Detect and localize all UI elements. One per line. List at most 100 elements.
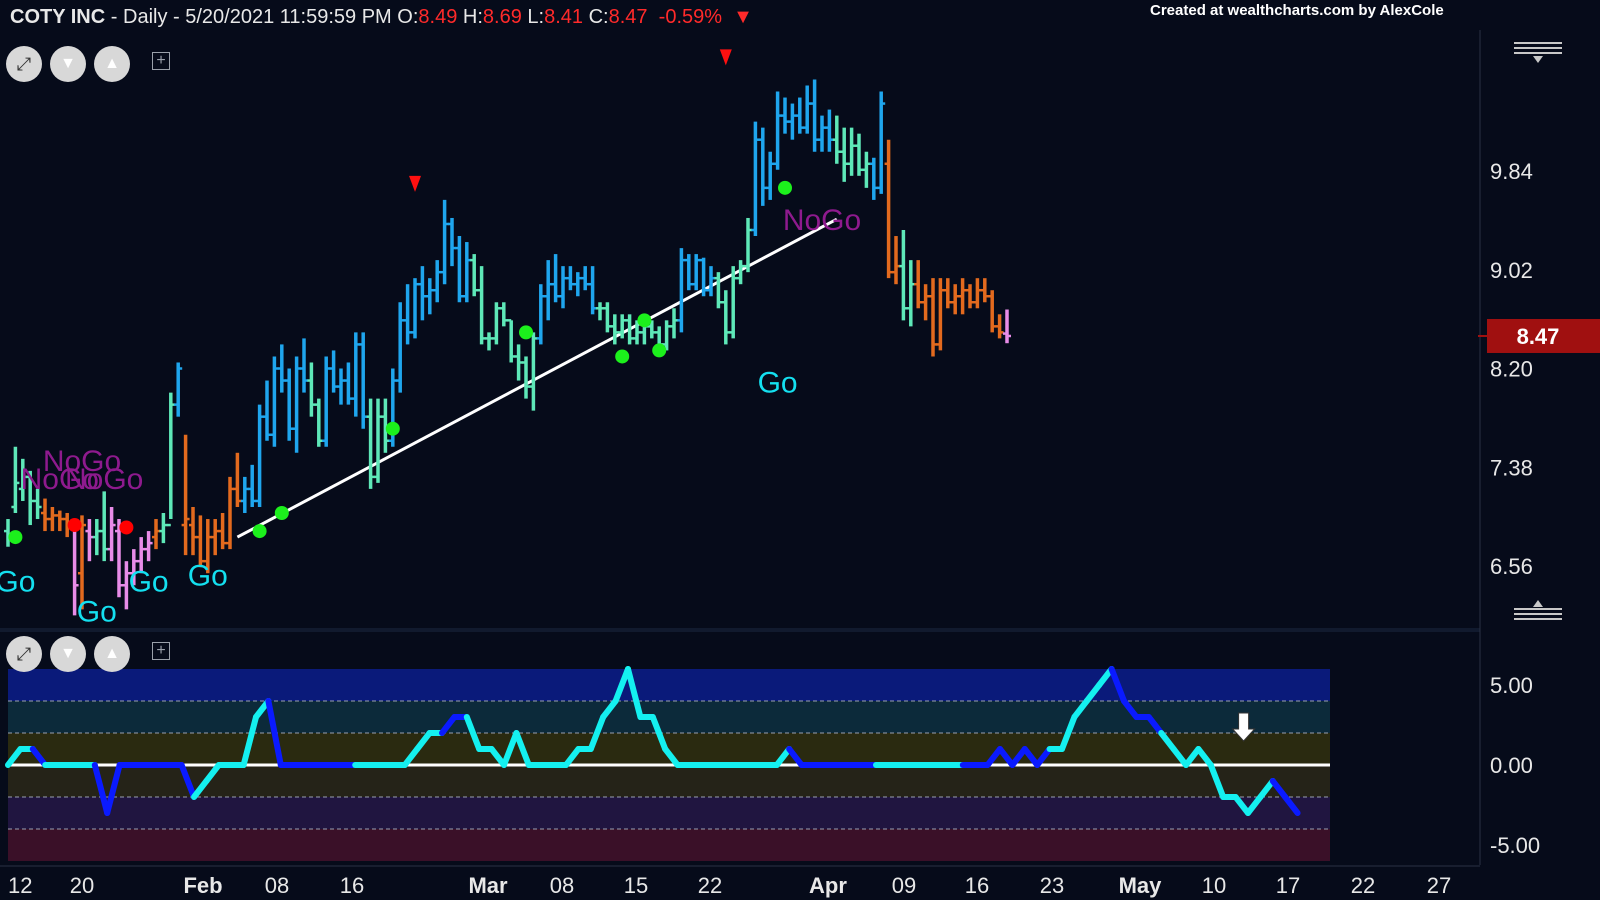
ohlc-bar [425,278,434,315]
symbol-name: COTY INC [10,6,106,28]
ohlc-bar [559,266,567,309]
nogo-label: NoGo [43,445,121,478]
oscillator-segment [1282,794,1301,816]
oscillator-segment [600,698,619,720]
nogo-dot [67,518,82,533]
oscillator-segment [401,746,421,768]
ohlc-bar [100,491,109,562]
ohlc-bar [781,97,789,134]
oscillator-band [8,797,1330,829]
add-indicator-button-lower[interactable]: + [152,642,170,660]
collapse-up-button-lower[interactable]: ▲ [94,636,130,672]
nogo-label: NoGo [21,463,99,496]
ohlc-bar [684,254,693,291]
ohlc-bar [581,266,590,291]
ohlc-bar [240,476,249,514]
ohlc-bar [462,242,471,303]
ohlc-bar [359,332,368,429]
oscillator-segment [265,698,284,768]
ohlc-bar [233,452,242,507]
x-day-label: 15 [624,873,648,898]
ohlc-bar [396,302,405,393]
ohlc-bar [610,314,619,345]
oscillator-segment [104,762,123,816]
ohlc-bar [906,260,915,327]
ohlc-bar [862,151,871,188]
oscillator-segment [1207,762,1227,800]
ohlc-bar [122,561,131,610]
ohlc-bar [144,531,153,562]
ohlc-bar [292,356,301,453]
ohlc-bar [448,217,456,267]
down-triangle-icon: ▼ [733,6,753,28]
ohlc-bar [1003,309,1011,344]
credit-text: Created at wealthcharts.com by AlexCole [1150,2,1444,19]
collapse-down-button-lower[interactable]: ▼ [50,636,86,672]
oscillator-segment [29,746,49,768]
ohlc-bar [573,272,582,297]
menu-lines-icon [1514,52,1562,54]
ohlc-bar [943,278,952,309]
ohlc-bar [374,398,382,483]
chart-header: COTY INC - Daily - 5/20/2021 11:59:59 PM… [10,6,753,29]
ohlc-bar [551,254,560,303]
oscillator-segment [786,746,805,768]
x-day-label: 10 [1202,873,1226,898]
ohlc-bar [988,290,997,333]
x-day-label: 16 [965,873,989,898]
nogo-dot [119,520,134,535]
ohlc-bar [314,398,323,447]
ohlc-bar [337,368,345,405]
chevron-up-icon: ▲ [104,55,120,72]
ohlc-bar [381,398,390,453]
high-value: 8.69 [482,6,522,28]
collapse-down-button[interactable]: ▼ [50,46,86,82]
x-month-label: Mar [468,873,508,898]
ohlc-bar [892,236,900,285]
go-dot [8,530,23,545]
ohlc-bar [403,284,412,345]
x-day-label: 08 [550,873,574,898]
go-label: Go [77,595,117,628]
ohlc-bar [485,332,493,351]
ohlc-bar [721,290,730,345]
ohlc-bar [203,519,212,574]
ohlc-bar [855,133,863,176]
nogo-label: NoGo [65,463,143,496]
ohlc-bar [810,79,819,152]
oscillator-tick-label: 5.00 [1490,673,1533,698]
low-label: L: [527,6,545,28]
ohlc-bar [921,284,930,321]
ohlc-bar [884,139,893,279]
ohlc-bar [226,476,234,550]
ohlc-bar [211,519,220,556]
x-day-label: 22 [1351,873,1375,898]
ohlc-bar [26,470,35,526]
oscillator-segment [240,714,259,768]
ohlc-bar [107,506,116,562]
expand-button[interactable]: ⤢ [6,46,42,82]
open-value: 8.49 [418,6,458,28]
oscillator-band [8,829,1330,861]
ohlc-bar [329,350,338,393]
ohlc-bar [174,362,183,417]
menu-lines-icon [1514,42,1562,44]
oscillator-segment [587,714,607,752]
ohlc-bar [625,314,634,345]
ohlc-bar [633,320,641,345]
add-indicator-button[interactable]: + [152,52,170,70]
ohlc-bar [270,356,279,447]
chevron-down-icon: ▼ [60,55,76,72]
collapse-up-button[interactable]: ▲ [94,46,130,82]
expand-button-lower[interactable]: ⤢ [6,636,42,672]
go-label: Go [129,565,169,598]
go-dot [385,421,400,436]
x-day-label: 08 [265,873,289,898]
expand-icon: ⤢ [16,643,32,664]
price-tick-label: 7.38 [1490,455,1533,480]
close-label: C: [588,6,609,28]
ohlc-bar [951,284,960,315]
ohlc-bar [41,498,49,532]
ohlc-bar [618,314,627,339]
